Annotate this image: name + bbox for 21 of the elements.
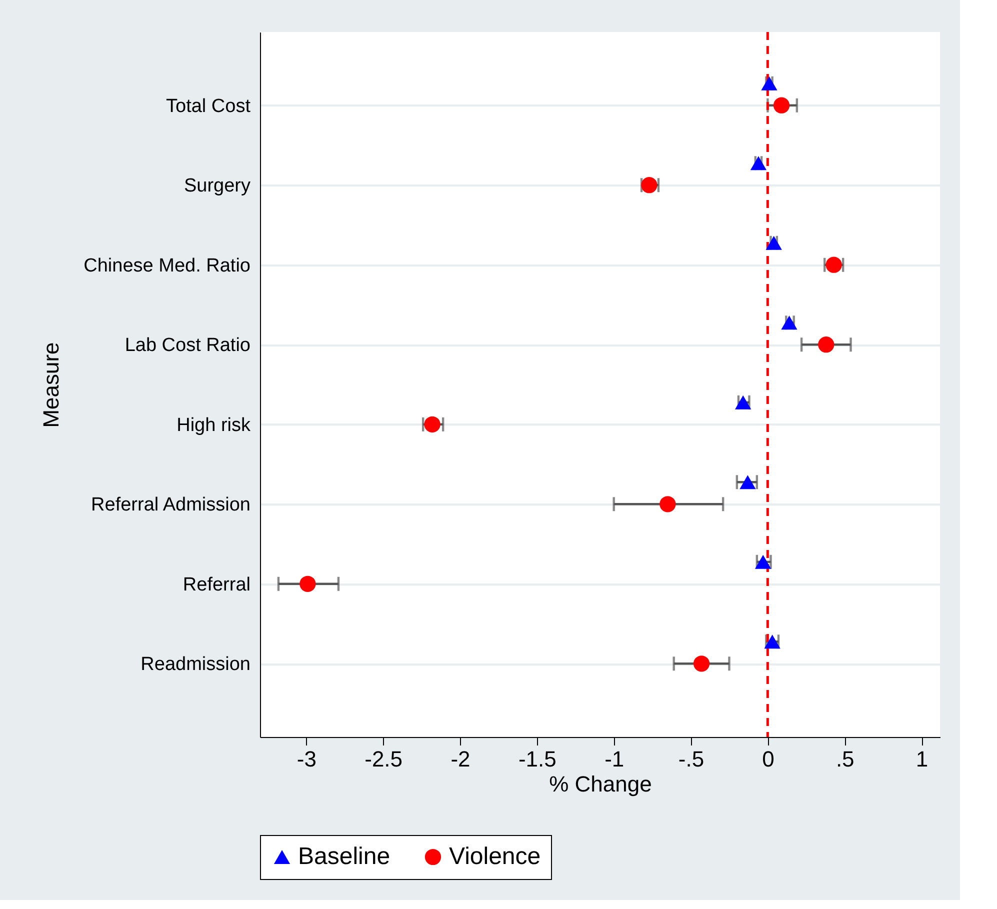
legend-label: Violence (449, 843, 541, 870)
y-tick-label: Referral (182, 574, 250, 596)
x-tick-label: .5 (836, 746, 854, 772)
y-tick-label: Total Cost (166, 96, 252, 117)
y-tick-label: Readmission (140, 654, 250, 676)
y-axis-title: Measure (38, 342, 64, 428)
x-tick-label: -2.5 (364, 746, 403, 772)
x-tick-label: 0 (762, 746, 774, 772)
x-tick-label: -2 (450, 746, 470, 772)
x-tick-label: -3 (296, 746, 316, 772)
x-axis-title: % Change (549, 772, 652, 796)
x-tick-label: 1 (916, 746, 928, 772)
y-tick-label: Chinese Med. Ratio (84, 255, 250, 276)
legend-label: Baseline (298, 843, 390, 870)
x-tick-label: -.5 (678, 746, 704, 772)
y-tick-label: Referral Admission (91, 494, 250, 516)
x-tick-label: -1.5 (518, 746, 556, 772)
y-tick-label: Surgery (184, 176, 251, 197)
y-tick-label: High risk (176, 414, 251, 436)
y-tick-label: Lab Cost Ratio (124, 335, 250, 356)
x-tick-label: -1 (604, 746, 624, 772)
